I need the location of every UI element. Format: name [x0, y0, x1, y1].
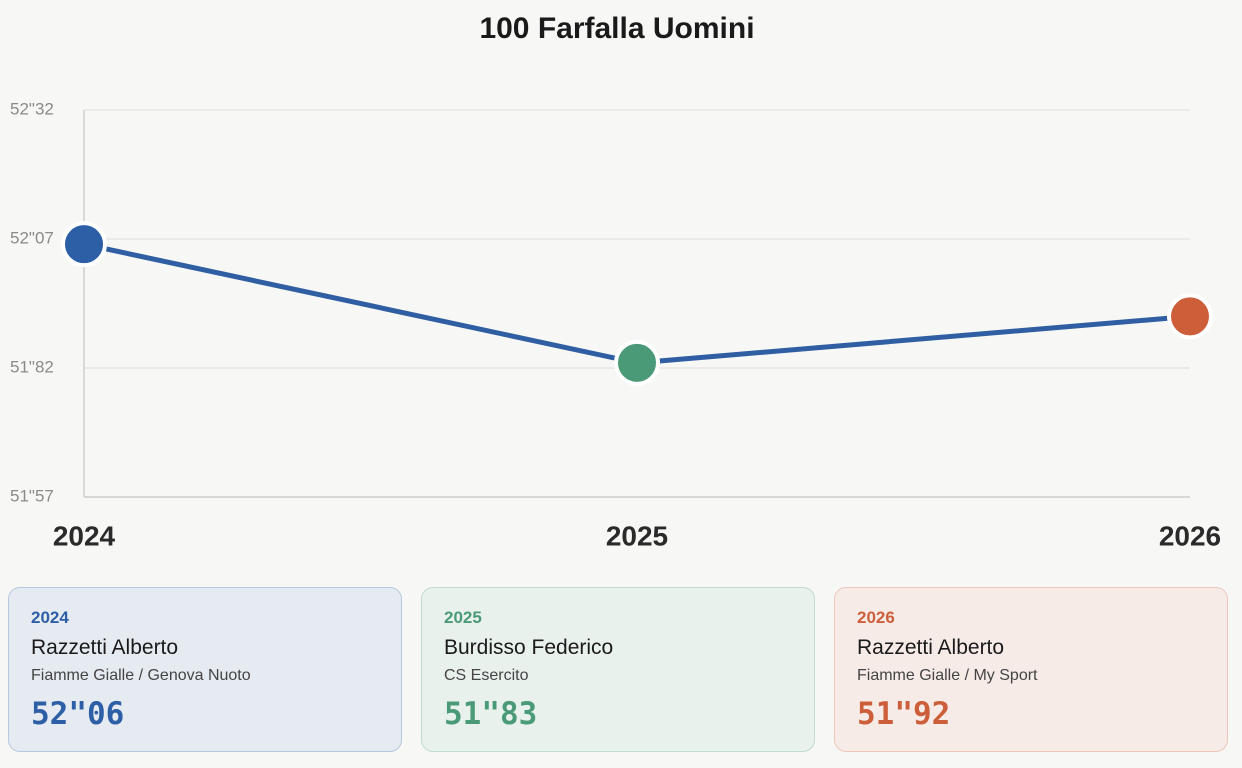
time-value: 51"92	[857, 696, 951, 732]
grid	[84, 109, 1190, 498]
time-value: 51"83	[444, 696, 538, 732]
team-name: Fiamme Gialle / My Sport	[857, 667, 1038, 684]
y-tick-label: 51"57	[10, 486, 54, 505]
athlete-name: Razzetti Alberto	[857, 636, 1005, 659]
x-tick-label: 2024	[53, 520, 116, 551]
card-year: 2026	[857, 608, 895, 627]
x-tick-label: 2026	[1159, 520, 1221, 551]
card-year: 2024	[31, 608, 69, 627]
team-name: CS Esercito	[444, 667, 529, 684]
x-tick-label: 2025	[606, 520, 668, 551]
chart-title: 100 Farfalla Uomini	[479, 12, 754, 45]
result-card: 2026 Razzetti Alberto Fiamme Gialle / My S…	[834, 587, 1228, 752]
y-tick-label: 51"82	[10, 357, 54, 376]
result-card: 2024 Razzetti Alberto Fiamme Gialle / Geno…	[8, 587, 402, 752]
point	[1167, 293, 1213, 340]
team-name: Fiamme Gialle / Genova Nuoto	[31, 667, 251, 684]
card-year: 2025	[444, 608, 482, 627]
athlete-name: Burdisso Federico	[444, 636, 614, 659]
result-card: 2025 Burdisso Federico CS Esercito 51"83	[421, 587, 815, 752]
y-tick-label: 52"32	[10, 99, 54, 118]
point	[614, 339, 660, 386]
chart: 100 Farfalla Uomini 51"57 51"82 52"07 52"32…	[10, 12, 1221, 551]
y-tick-label: 52"07	[10, 228, 54, 247]
athlete-name: Razzetti Alberto	[31, 636, 179, 659]
point	[61, 221, 107, 268]
time-value: 52"06	[31, 696, 125, 732]
